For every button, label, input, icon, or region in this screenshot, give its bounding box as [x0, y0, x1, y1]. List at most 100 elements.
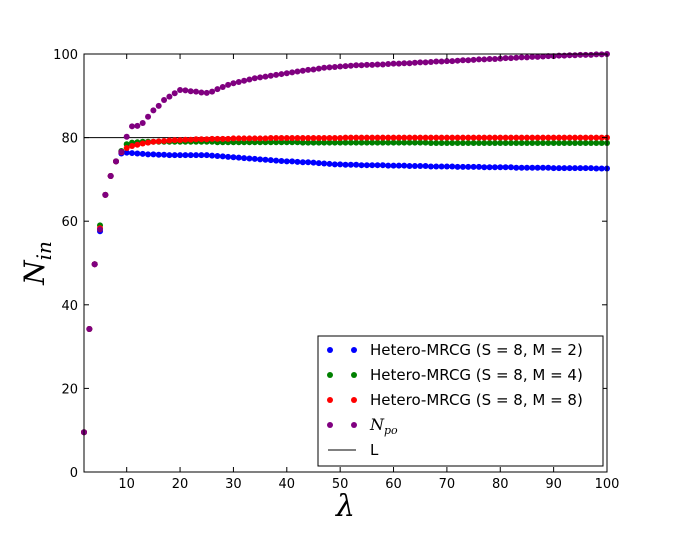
data-point-npo	[539, 53, 546, 60]
data-point-s8m8	[321, 135, 328, 142]
data-point-s8m8	[166, 137, 173, 144]
data-point-s8m2	[454, 163, 461, 170]
data-point-s8m2	[278, 158, 285, 165]
data-point-npo	[545, 53, 552, 60]
data-point-s8m8	[214, 135, 221, 142]
data-point-npo	[251, 75, 258, 82]
data-point-s8m4	[321, 139, 328, 146]
data-point-npo	[155, 102, 162, 109]
data-point-npo	[177, 86, 184, 93]
data-point-s8m8	[518, 134, 525, 141]
data-point-s8m2	[539, 164, 546, 171]
data-point-s8m4	[443, 140, 450, 147]
data-point-npo	[235, 79, 242, 86]
data-point-s8m2	[299, 159, 306, 166]
data-point-s8m8	[491, 134, 498, 141]
data-point-s8m8	[401, 134, 408, 141]
data-point-npo	[97, 226, 104, 233]
data-point-s8m8	[438, 134, 445, 141]
data-point-s8m2	[134, 150, 141, 157]
data-point-s8m8	[529, 134, 536, 141]
data-point-s8m8	[315, 135, 322, 142]
data-point-npo	[491, 56, 498, 63]
data-point-npo	[203, 89, 210, 96]
data-point-npo	[571, 52, 578, 59]
data-point-npo	[379, 61, 386, 68]
data-point-s8m4	[593, 140, 600, 147]
data-point-s8m4	[283, 139, 290, 146]
data-point-s8m4	[571, 140, 578, 147]
data-point-s8m2	[369, 162, 376, 169]
data-point-s8m8	[134, 141, 141, 148]
axis-ticks: 10 20 30 40 50 60 70 80 90 100 0 20 40 60 80 100	[53, 48, 619, 492]
data-point-s8m8	[390, 134, 397, 141]
data-point-s8m8	[161, 137, 168, 144]
data-point-s8m8	[310, 135, 317, 142]
legend-label-s8m4: Hetero-MRCG (S = 8, M = 4)	[370, 366, 583, 384]
data-point-npo	[310, 66, 317, 73]
data-point-s8m2	[449, 163, 456, 170]
data-point-s8m4	[337, 139, 344, 146]
data-point-s8m8	[486, 134, 493, 141]
legend-label-s8m8: Hetero-MRCG (S = 8, M = 8)	[370, 391, 583, 409]
y-axis-label: Nin	[18, 241, 56, 286]
data-point-npo	[214, 86, 221, 93]
legend-marker-s8m4	[327, 372, 333, 378]
data-point-s8m2	[513, 164, 520, 171]
data-point-s8m4	[518, 140, 525, 147]
data-point-s8m8	[379, 134, 386, 141]
data-point-npo	[273, 71, 280, 78]
data-point-s8m4	[374, 139, 381, 146]
data-point-s8m2	[262, 156, 269, 163]
data-point-s8m8	[475, 134, 482, 141]
data-point-s8m8	[443, 134, 450, 141]
data-point-s8m2	[246, 155, 253, 162]
data-point-s8m2	[433, 163, 440, 170]
data-point-s8m8	[155, 138, 162, 145]
data-point-s8m4	[561, 140, 568, 147]
data-point-s8m4	[513, 140, 520, 147]
data-point-s8m4	[411, 139, 418, 146]
data-point-s8m2	[561, 165, 568, 172]
data-point-npo	[219, 84, 226, 91]
data-point-s8m8	[257, 135, 264, 142]
data-point-s8m4	[379, 139, 386, 146]
x-tick-label: 50	[332, 477, 349, 492]
data-point-npo	[481, 56, 488, 63]
data-point-npo	[294, 68, 301, 75]
data-point-s8m4	[534, 140, 541, 147]
data-point-s8m8	[427, 134, 434, 141]
data-point-s8m8	[198, 136, 205, 143]
data-point-s8m2	[257, 156, 264, 163]
data-point-s8m2	[123, 149, 130, 156]
data-point-npo	[385, 61, 392, 68]
data-point-s8m4	[539, 140, 546, 147]
data-point-s8m4	[363, 139, 370, 146]
y-tick-label: 100	[53, 48, 78, 63]
data-point-s8m2	[577, 165, 584, 172]
data-point-s8m4	[507, 140, 514, 147]
series-npo	[81, 51, 610, 436]
data-point-npo	[529, 53, 536, 60]
data-point-s8m8	[241, 135, 248, 142]
data-point-s8m4	[587, 140, 594, 147]
legend-label-s8m2: Hetero-MRCG (S = 8, M = 2)	[370, 341, 583, 359]
data-point-s8m2	[566, 165, 573, 172]
data-point-npo	[577, 51, 584, 58]
data-point-npo	[475, 56, 482, 63]
data-point-s8m4	[459, 140, 466, 147]
data-point-npo	[369, 61, 376, 68]
data-point-s8m2	[571, 165, 578, 172]
data-point-s8m2	[161, 151, 168, 158]
data-point-npo	[422, 59, 429, 66]
data-point-s8m2	[465, 163, 472, 170]
data-point-s8m2	[331, 161, 338, 168]
data-point-s8m8	[497, 134, 504, 141]
data-point-s8m8	[294, 135, 301, 142]
data-point-s8m4	[523, 140, 530, 147]
data-point-npo	[241, 77, 248, 84]
data-point-s8m4	[267, 139, 274, 146]
x-tick-label: 90	[545, 477, 562, 492]
data-point-s8m8	[422, 134, 429, 141]
legend-marker-s8m8	[327, 397, 333, 403]
